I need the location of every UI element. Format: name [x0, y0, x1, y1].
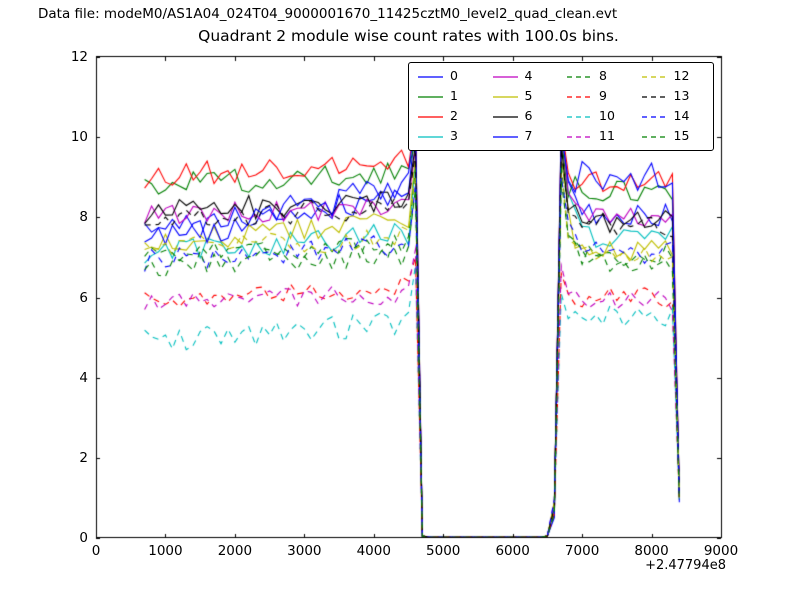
chart-title: Quadrant 2 module wise count rates with …	[198, 27, 619, 45]
x-tick-label: 3000	[287, 543, 322, 559]
x-tick-label: 9000	[703, 543, 739, 559]
legend-line-sample	[567, 95, 592, 98]
x-tick-label: 8000	[634, 543, 669, 559]
legend-label: 12	[673, 68, 690, 84]
legend-line-sample	[641, 115, 667, 118]
x-tick-label: 2000	[217, 543, 253, 559]
x-tick-label: 1000	[148, 543, 183, 559]
legend-item: 3	[417, 128, 482, 145]
legend-line-sample	[418, 95, 443, 98]
legend-line-sample	[492, 75, 518, 78]
x-axis-offset-label: +2.47794e8	[645, 558, 726, 573]
legend-line-sample	[492, 115, 518, 118]
x-tick-label: 5000	[426, 543, 461, 559]
legend-line-sample	[418, 135, 443, 138]
legend-label: 9	[599, 88, 607, 104]
legend-label: 3	[450, 128, 458, 144]
legend-label: 5	[524, 88, 533, 104]
legend-line-sample	[567, 75, 592, 78]
legend-label: 2	[450, 108, 458, 124]
y-tick-label: 12	[70, 49, 88, 65]
legend-label: 7	[524, 128, 533, 144]
legend-label: 11	[599, 128, 615, 144]
legend-item: 4	[492, 68, 557, 85]
x-tick-label: 6000	[495, 543, 530, 559]
x-tick-label: 0	[91, 543, 101, 559]
legend-item: 10	[566, 108, 631, 125]
data-file-label: Data file: modeM0/AS1A04_024T04_90000016…	[38, 6, 618, 22]
legend-item: 12	[641, 68, 706, 85]
legend-line-sample	[492, 95, 518, 98]
legend-label: 0	[450, 68, 458, 84]
legend-item: 14	[641, 108, 706, 125]
y-tick-label: 4	[79, 369, 88, 386]
x-tick-label: 4000	[356, 543, 391, 559]
legend-item: 9	[566, 88, 631, 105]
legend-label: 1	[450, 88, 458, 104]
legend-line-sample	[567, 135, 592, 138]
legend-label: 13	[673, 88, 690, 104]
legend-item: 13	[641, 88, 706, 105]
legend-label: 6	[524, 108, 533, 124]
y-tick-label: 8	[79, 209, 88, 226]
legend-item: 5	[492, 88, 557, 105]
legend-line-sample	[418, 115, 443, 118]
legend-line-sample	[641, 95, 667, 98]
y-tick-label: 10	[70, 129, 88, 146]
legend-item: 1	[417, 88, 482, 105]
legend-label: 15	[673, 128, 690, 144]
x-tick-label: 7000	[564, 543, 600, 559]
legend-label: 8	[599, 68, 607, 84]
y-tick-label: 6	[79, 289, 88, 306]
legend-line-sample	[418, 75, 443, 78]
legend-label: 4	[524, 68, 533, 84]
legend-line-sample	[641, 135, 667, 138]
y-tick-label: 2	[79, 449, 88, 466]
legend-item: 0	[417, 68, 482, 85]
legend-item: 7	[492, 128, 557, 145]
legend-label: 14	[673, 108, 690, 124]
y-tick-label: 0	[79, 530, 88, 546]
legend-line-sample	[567, 115, 592, 118]
legend-line-sample	[641, 75, 667, 78]
legend-label: 10	[599, 108, 615, 124]
legend-item: 2	[417, 108, 482, 125]
legend-line-sample	[492, 135, 518, 138]
legend-item: 15	[641, 128, 706, 145]
legend-item: 11	[566, 128, 631, 145]
legend: 0 4 8 12 1 5 9 13 2 6 10 14 3 7 11 15	[408, 62, 714, 151]
legend-item: 6	[492, 108, 557, 125]
legend-item: 8	[566, 68, 631, 85]
